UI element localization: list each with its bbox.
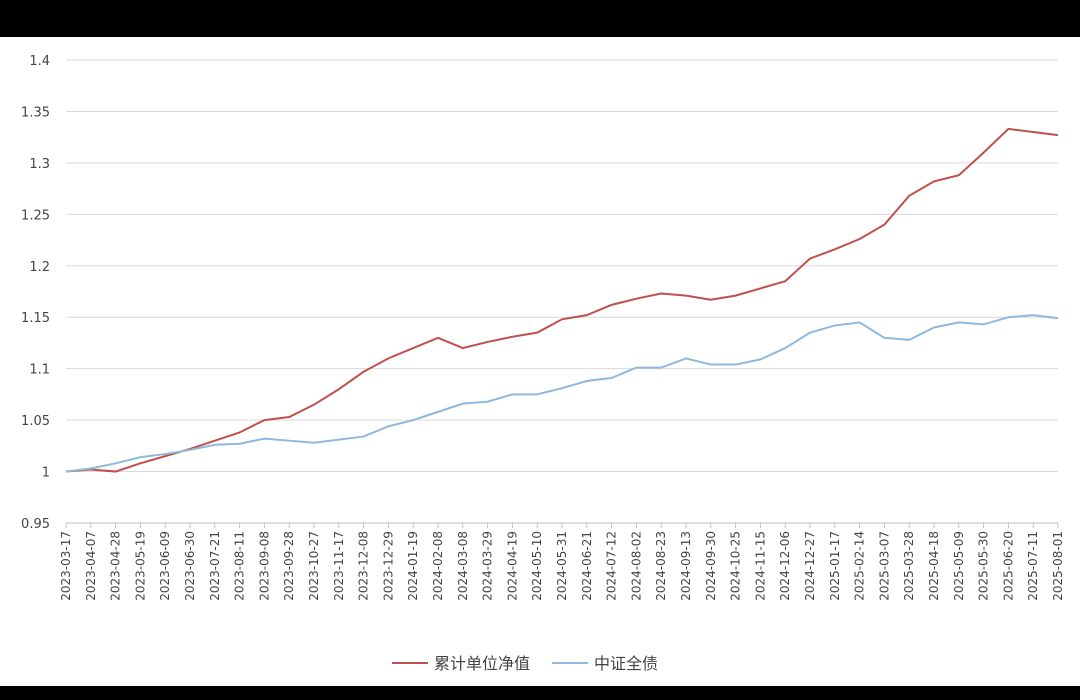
x-tick-label: 2024-08-02 <box>629 531 643 601</box>
x-tick-label: 2023-06-09 <box>158 531 172 601</box>
x-tick-label: 2025-03-07 <box>877 531 891 601</box>
x-tick-label: 2023-10-27 <box>307 531 321 601</box>
x-tick-label: 2024-05-31 <box>555 531 569 601</box>
x-tick-label: 2024-06-21 <box>580 531 594 601</box>
x-tick-label: 2024-08-23 <box>654 531 668 601</box>
x-tick-label: 2023-09-08 <box>257 531 271 601</box>
x-tick-label: 2025-02-14 <box>853 531 867 601</box>
x-tick-label: 2023-09-28 <box>282 531 296 601</box>
series-line <box>65 127 1059 473</box>
x-tick-label: 2024-12-27 <box>803 531 817 601</box>
x-tick-label: 2023-03-17 <box>59 531 73 601</box>
x-tick-label: 2025-01-17 <box>828 531 842 601</box>
x-tick-label: 2023-04-28 <box>109 531 123 601</box>
bottom-bar <box>0 686 1080 700</box>
y-tick-label: 1.25 <box>21 208 50 223</box>
y-tick-label: 1.1 <box>29 363 50 378</box>
x-tick-label: 2023-12-29 <box>381 531 395 601</box>
x-tick-label: 2023-12-08 <box>357 531 371 601</box>
x-tick-label: 2024-03-29 <box>481 531 495 601</box>
x-tick-label: 2025-04-18 <box>927 531 941 601</box>
y-tick-label: 1.35 <box>21 105 50 120</box>
x-tick-label: 2024-07-12 <box>605 531 619 601</box>
x-tick-label: 2025-03-28 <box>902 531 916 601</box>
x-tick-label: 2023-04-07 <box>84 531 98 601</box>
x-tick-label: 2025-05-30 <box>977 531 991 601</box>
x-tick-label: 2024-02-08 <box>431 531 445 601</box>
y-tick-label: 1.3 <box>29 157 50 172</box>
legend-label: 累计单位净值 <box>434 654 530 673</box>
x-tick-label: 2024-04-19 <box>505 531 519 601</box>
x-tick-label: 2025-08-01 <box>1051 531 1065 601</box>
y-tick-label: 1.15 <box>21 311 50 326</box>
top-bar <box>0 0 1080 37</box>
y-tick-label: 0.95 <box>21 517 50 532</box>
x-tick-label: 2023-08-11 <box>233 531 247 601</box>
series-line <box>65 314 1059 473</box>
x-tick-label: 2024-12-06 <box>778 531 792 601</box>
x-tick-label: 2025-07-11 <box>1026 531 1040 601</box>
legend-label: 中证全债 <box>594 654 658 673</box>
x-tick-label: 2024-09-13 <box>679 531 693 601</box>
x-tick-label: 2024-05-10 <box>530 531 544 601</box>
x-tick-label: 2025-05-09 <box>952 531 966 601</box>
x-tick-label: 2023-11-17 <box>332 531 346 601</box>
x-tick-label: 2023-05-19 <box>133 531 147 601</box>
x-tick-label: 2024-09-30 <box>704 531 718 601</box>
x-tick-label: 2024-01-19 <box>406 531 420 601</box>
x-tick-label: 2025-06-20 <box>1001 531 1015 601</box>
y-tick-label: 1.05 <box>21 414 50 429</box>
x-tick-label: 2023-06-30 <box>183 531 197 601</box>
x-tick-label: 2023-07-21 <box>208 531 222 601</box>
x-tick-label: 2024-11-15 <box>753 531 767 601</box>
y-tick-label: 1 <box>42 466 50 481</box>
x-tick-label: 2024-10-25 <box>729 531 743 601</box>
x-tick-label: 2024-03-08 <box>456 531 470 601</box>
y-tick-label: 1.4 <box>29 54 50 69</box>
y-tick-label: 1.2 <box>29 260 50 275</box>
